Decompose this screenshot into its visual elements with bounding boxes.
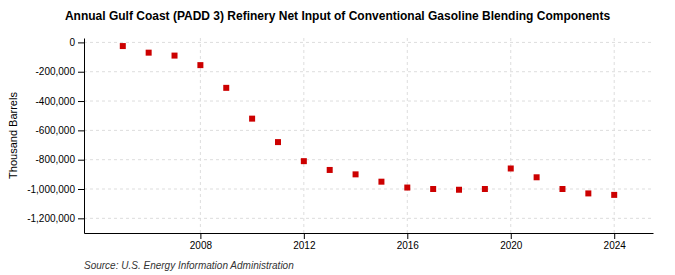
tick-mark <box>304 233 305 239</box>
tick-label: 2020 <box>500 240 523 251</box>
tick: 2012 <box>293 233 316 251</box>
grid-line <box>84 42 653 43</box>
tick: -800,000 <box>36 154 84 165</box>
title: Annual Gulf Coast (PADD 3) Refinery Net … <box>65 9 610 23</box>
tick-label: 2012 <box>293 240 316 251</box>
grid-line <box>84 71 653 72</box>
point <box>585 190 591 196</box>
tick-mark <box>78 72 84 73</box>
point <box>534 174 540 180</box>
grid-line <box>510 38 511 233</box>
tick-label: -600,000 <box>36 125 76 136</box>
tick-label: 2024 <box>604 240 627 251</box>
point <box>404 185 410 191</box>
tick-mark <box>511 233 512 239</box>
point <box>482 186 488 192</box>
axis-line <box>84 39 85 234</box>
tick-label: -1,200,000 <box>27 213 75 224</box>
tick-label: 2008 <box>190 240 213 251</box>
grid-line <box>407 38 408 233</box>
chart: 2008 2012 2016 2020 2024 0 -200,000 -400,000 -60… <box>0 0 675 275</box>
grid-line <box>303 38 304 233</box>
point <box>611 192 617 198</box>
tick: 2008 <box>190 233 213 251</box>
grid-line <box>614 38 615 233</box>
grid-line <box>84 130 653 131</box>
point <box>430 186 436 192</box>
axis-line <box>85 233 654 234</box>
tick-mark <box>78 189 84 190</box>
point <box>508 165 514 171</box>
grid-line <box>84 101 653 102</box>
tick-label: -800,000 <box>36 154 76 165</box>
tick: -400,000 <box>36 96 84 107</box>
point <box>146 50 152 56</box>
tick-mark <box>78 42 84 43</box>
plot-area: 2008 2012 2016 2020 2024 0 -200,000 -400,000 -60… <box>27 37 653 251</box>
tick-label: -400,000 <box>36 96 76 107</box>
tick-mark <box>78 160 84 161</box>
point <box>378 179 384 185</box>
tick: 2016 <box>397 233 420 251</box>
y-axis-label: Thousand Barrels <box>7 92 19 179</box>
tick-mark <box>78 218 84 219</box>
tick-label: -1,000,000 <box>27 184 75 195</box>
tick: 2020 <box>500 233 523 251</box>
tick: -1,000,000 <box>27 184 84 195</box>
tick: 0 <box>69 37 84 48</box>
tick: -600,000 <box>36 125 84 136</box>
points <box>120 43 617 198</box>
source-note: Source: U.S. Energy Information Administ… <box>84 260 294 271</box>
point <box>275 139 281 145</box>
point <box>456 187 462 193</box>
tick-mark <box>78 101 84 102</box>
x-axis: 2008 2012 2016 2020 2024 <box>85 233 654 251</box>
grid-line <box>84 189 653 190</box>
point <box>353 171 359 177</box>
point <box>120 43 126 49</box>
tick-label: -200,000 <box>36 66 76 77</box>
point <box>559 186 565 192</box>
point <box>301 158 307 164</box>
tick-mark <box>407 233 408 239</box>
tick-label: 2016 <box>397 240 420 251</box>
grid <box>84 38 653 233</box>
tick-mark <box>614 233 615 239</box>
tick-mark <box>200 233 201 239</box>
tick-mark <box>78 130 84 131</box>
point <box>223 85 229 91</box>
point <box>249 116 255 122</box>
point <box>172 53 178 59</box>
tick: -1,200,000 <box>27 213 84 224</box>
tick: 2024 <box>604 233 627 251</box>
grid-line <box>84 218 653 219</box>
tick: -200,000 <box>36 66 84 77</box>
grid-line <box>84 159 653 160</box>
point <box>327 167 333 173</box>
y-axis: 0 -200,000 -400,000 -600,000 -800,000 -1,000,… <box>27 37 84 233</box>
point <box>197 62 203 68</box>
tick-label: 0 <box>69 37 75 48</box>
